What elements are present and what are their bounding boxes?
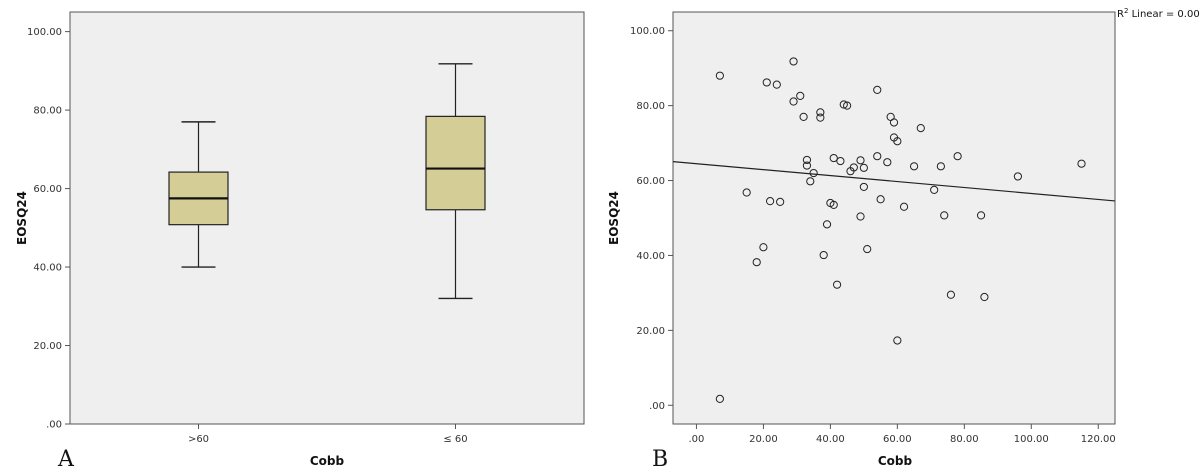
r-squared-rest: Linear = 0.008	[1128, 9, 1200, 20]
scatter-point	[883, 158, 892, 167]
scatter-point	[859, 182, 868, 192]
scatter-point	[873, 85, 882, 95]
scatter-y-tick-label: 100.00	[630, 26, 665, 37]
scatter-plot-panel: .00 20.00 40.00 60.00 80.00 100.00 .00 20.00 40…	[607, 7, 1200, 472]
scatter-point	[806, 177, 815, 186]
scatter-point	[940, 211, 949, 220]
scatter-point	[742, 188, 751, 197]
scatter-point	[816, 113, 825, 122]
scatter-point	[776, 197, 785, 206]
scatter-point	[715, 71, 724, 80]
box-x-tick-label: ≤ 60	[443, 434, 467, 445]
scatter-point	[846, 167, 855, 176]
panel-letter-a: A	[57, 447, 75, 472]
scatter-point	[836, 156, 845, 166]
scatter-x-tick-label: 20.00	[749, 434, 778, 445]
scatter-point	[856, 156, 865, 165]
scatter-point	[899, 202, 909, 211]
box-y-tick-label: .00	[46, 420, 62, 431]
scatter-point	[873, 152, 882, 161]
box-gt60	[168, 121, 229, 268]
scatter-point	[1077, 159, 1086, 168]
scatter-point	[876, 195, 885, 204]
scatter-point	[930, 185, 939, 195]
scatter-x-tick-label: .00	[688, 434, 704, 445]
scatter-point	[762, 78, 771, 87]
r-squared-superscript: 2	[1124, 7, 1128, 15]
box-y-tick-label: 60.00	[33, 184, 62, 195]
scatter-x-tick-label: 40.00	[816, 434, 845, 445]
scatter-y-tick-label: 80.00	[636, 101, 665, 112]
scatter-point	[893, 137, 902, 146]
scatter-point	[839, 100, 848, 109]
scatter-point	[909, 162, 919, 171]
box-plot-panel: .00 20.00 40.00 60.00 80.00 100.00 >60 ≤ 60 EO…	[15, 11, 585, 472]
scatter-point	[752, 258, 761, 267]
scatter-x-axis-label: Cobb	[878, 454, 913, 468]
scatter-point	[822, 220, 832, 229]
box-plot-area	[69, 11, 585, 425]
scatter-point	[802, 161, 812, 170]
scatter-y-tick-label: 40.00	[636, 251, 665, 262]
box-y-tick-label: 100.00	[27, 27, 62, 38]
box-x-tick-label: >60	[188, 434, 209, 445]
linear-fit-line	[672, 161, 1116, 202]
scatter-point	[759, 243, 768, 252]
scatter-point	[856, 212, 865, 221]
scatter-point	[789, 97, 798, 106]
scatter-plot-area	[672, 11, 1116, 425]
scatter-x-axis: .00 20.00 40.00 60.00 80.00 100.00 120.00	[688, 424, 1116, 445]
scatter-points	[715, 57, 1086, 404]
box-plot-x-axis-label: Cobb	[310, 454, 345, 468]
box-y-tick-label: 20.00	[33, 341, 62, 352]
box-plot-boxes	[168, 63, 486, 300]
scatter-point	[832, 280, 842, 289]
scatter-point	[889, 118, 899, 127]
scatter-point	[789, 57, 798, 66]
scatter-point	[859, 163, 868, 172]
box-le60	[425, 63, 486, 300]
scatter-point	[980, 292, 989, 302]
box-iqr	[425, 115, 486, 211]
scatter-y-axis: .00 20.00 40.00 60.00 80.00 100.00	[630, 26, 673, 412]
scatter-point	[715, 394, 724, 404]
scatter-x-tick-label: 120.00	[1081, 434, 1116, 445]
scatter-point	[809, 168, 818, 178]
r-squared-r: R	[1117, 9, 1124, 20]
box-plot-y-axis: .00 20.00 40.00 60.00 80.00 100.00	[27, 27, 70, 431]
scatter-point	[829, 200, 838, 209]
box-y-tick-label: 40.00	[33, 263, 62, 274]
r-squared-annotation: R2 Linear = 0.008	[1117, 7, 1200, 20]
scatter-x-tick-label: 80.00	[950, 434, 979, 445]
scatter-point	[916, 124, 925, 133]
scatter-point	[819, 250, 828, 260]
scatter-y-tick-label: 20.00	[636, 326, 665, 337]
scatter-point	[796, 91, 805, 100]
scatter-y-tick-label: .00	[649, 401, 665, 412]
scatter-y-tick-label: 60.00	[636, 176, 665, 187]
scatter-point	[802, 155, 812, 165]
scatter-point	[772, 80, 781, 89]
scatter-point	[976, 211, 986, 220]
scatter-point	[843, 101, 852, 110]
scatter-point	[946, 290, 956, 299]
scatter-fit-line-group	[672, 161, 1116, 202]
scatter-y-axis-label: EOSQ24	[607, 191, 621, 245]
scatter-point	[816, 108, 825, 117]
box-plot-x-axis: >60 ≤ 60	[188, 424, 468, 445]
scatter-x-tick-label: 100.00	[1014, 434, 1049, 445]
scatter-point	[953, 152, 962, 161]
panel-letter-b: B	[652, 447, 668, 472]
scatter-point	[893, 336, 902, 345]
scatter-point	[936, 162, 945, 171]
scatter-point	[799, 112, 808, 121]
box-y-tick-label: 80.00	[33, 106, 62, 117]
scatter-point	[863, 244, 872, 254]
scatter-x-tick-label: 60.00	[883, 434, 912, 445]
scatter-point	[1013, 172, 1022, 181]
scatter-point	[766, 197, 775, 206]
box-plot-y-axis-label: EOSQ24	[15, 191, 29, 245]
scatter-point	[829, 153, 838, 163]
